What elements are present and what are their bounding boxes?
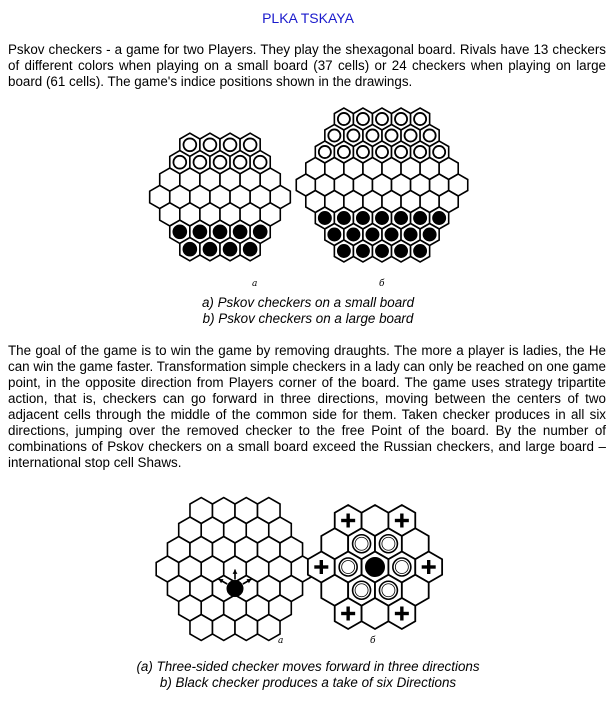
white-checker-ring — [381, 583, 396, 598]
black-checker — [182, 241, 198, 257]
black-checker — [202, 241, 218, 257]
caption-capture: b) Black checker produces a take of six … — [159, 675, 457, 690]
hex-cell — [360, 596, 390, 631]
black-checker — [422, 227, 437, 242]
white-checker — [375, 112, 389, 126]
white-checker — [384, 128, 399, 143]
hex-cell — [256, 613, 281, 642]
figure-1-caption: a) Pskov checkers on a small board b) Ps… — [0, 295, 616, 327]
black-checker — [394, 244, 409, 258]
caption-small-board: a) Pskov checkers on a small board — [201, 295, 415, 310]
white-checker — [336, 145, 351, 159]
black-checker — [432, 211, 447, 225]
black-checker — [336, 244, 351, 258]
black-checker — [346, 227, 361, 242]
caption-large-board: b) Pskov checkers on a large board — [202, 311, 414, 326]
figure-2-label-b: б — [370, 635, 376, 646]
white-checker — [422, 128, 437, 143]
black-checker — [212, 224, 228, 240]
white-checker — [222, 137, 238, 153]
black-checker — [172, 224, 188, 240]
white-checker — [327, 128, 342, 143]
white-checker — [394, 112, 409, 126]
black-checker — [355, 244, 370, 258]
white-checker — [192, 154, 208, 170]
arrow-head — [232, 569, 238, 574]
intro-paragraph: Pskov checkers - a game for two Players.… — [8, 42, 606, 89]
white-checker — [355, 145, 370, 159]
black-checker — [252, 224, 268, 240]
small-board-diagram — [148, 132, 292, 262]
caption-move-forward: (a) Three-sided checker moves forward in… — [136, 659, 480, 674]
figure-1-label-a: a — [252, 279, 257, 289]
white-checker — [432, 145, 447, 159]
black-checker — [336, 211, 351, 225]
white-checker-ring — [381, 536, 396, 551]
black-checker — [226, 580, 244, 597]
white-checker — [212, 154, 228, 170]
white-checker — [232, 154, 248, 170]
black-checker — [413, 244, 428, 258]
large-board-diagram — [295, 107, 469, 263]
black-checker — [222, 241, 238, 257]
black-checker — [413, 211, 428, 225]
rules-paragraph: The goal of the game is to win the game … — [8, 343, 606, 470]
black-checker — [327, 227, 342, 242]
page-title: PLKA TSKAYA — [262, 10, 354, 26]
white-checker — [403, 128, 418, 143]
capture-directions-diagram — [306, 503, 444, 631]
white-checker-ring — [354, 536, 369, 551]
hex-cell — [234, 613, 259, 642]
white-checker — [202, 137, 218, 153]
figure-2-caption: (a) Three-sided checker moves forward in… — [0, 659, 616, 691]
figure-2-label-a: a — [278, 636, 283, 646]
black-checker — [375, 211, 389, 225]
hex-cell — [211, 613, 236, 642]
white-checker — [336, 112, 351, 126]
black-checker — [365, 557, 385, 577]
black-checker — [242, 241, 258, 257]
white-checker — [394, 145, 409, 159]
board-figure-1: a б — [148, 107, 469, 289]
white-checker — [172, 154, 188, 170]
arrow-head — [218, 579, 224, 584]
white-checker — [346, 128, 361, 143]
black-checker — [232, 224, 248, 240]
white-checker — [365, 128, 380, 143]
white-checker — [182, 137, 198, 153]
white-checker — [413, 112, 428, 126]
white-checker — [413, 145, 428, 159]
arrow-head — [246, 579, 252, 584]
white-checker — [317, 145, 332, 159]
white-checker — [242, 137, 258, 153]
black-checker — [403, 227, 418, 242]
black-checker — [192, 224, 208, 240]
black-checker — [317, 211, 332, 225]
black-checker — [365, 227, 380, 242]
black-checker — [355, 211, 370, 225]
white-checker — [355, 112, 370, 126]
white-checker-ring — [341, 560, 356, 574]
black-checker — [375, 244, 389, 258]
black-checker — [384, 227, 399, 242]
white-checker-ring — [354, 583, 369, 598]
white-checker-ring — [394, 560, 409, 574]
black-checker — [394, 211, 409, 225]
white-checker — [375, 145, 389, 159]
figure-1-label-b: б — [379, 278, 385, 289]
hex-cell — [189, 613, 214, 642]
move-directions-diagram — [155, 496, 315, 642]
board-figure-2: a б — [155, 496, 444, 646]
white-checker — [252, 154, 268, 170]
